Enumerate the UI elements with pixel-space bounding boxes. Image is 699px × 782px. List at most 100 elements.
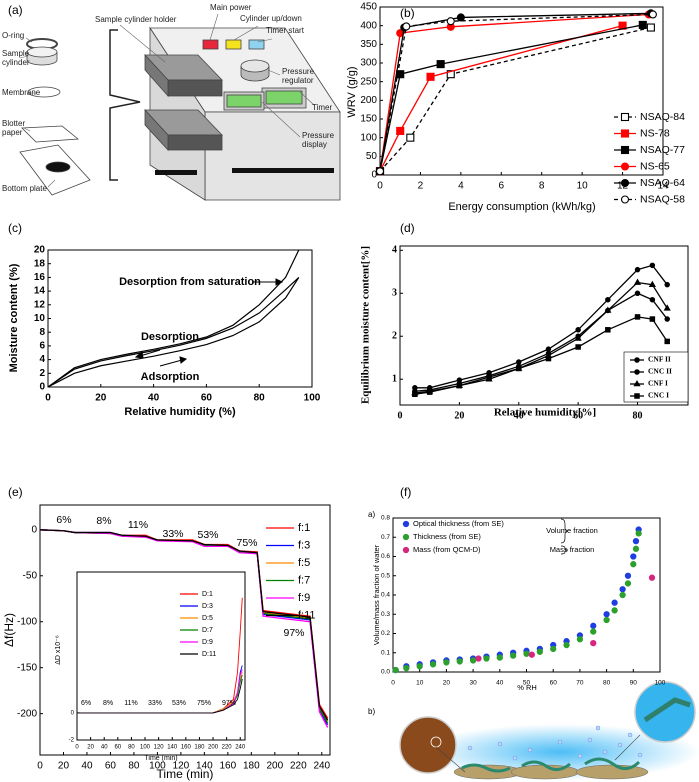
x-tick-label: 6: [499, 181, 505, 192]
x-tick-label: 0: [398, 410, 403, 421]
data-point: [574, 334, 582, 341]
annotation: 33%: [162, 528, 183, 540]
y-tick-label: 0.7: [381, 534, 390, 541]
legend-label: f:5: [298, 557, 310, 569]
data-point: [446, 17, 455, 26]
data-point: [402, 22, 411, 31]
legend-marker: [620, 178, 630, 188]
data-point: [456, 658, 463, 665]
legend-label: f:7: [298, 574, 310, 586]
legend-label: D:1: [202, 591, 213, 598]
annotation: Adsorption: [141, 371, 200, 383]
annotation: 75%: [197, 700, 211, 707]
x-axis-label: Relative humidity[%]: [494, 407, 596, 419]
diagram-label: Sample cylinder holder: [95, 15, 177, 24]
legend-marker: [402, 533, 410, 541]
data-point: [392, 666, 399, 674]
data-point: [634, 314, 641, 320]
data-point: [634, 290, 641, 297]
subpanel-label: a): [368, 510, 375, 519]
data-point: [648, 280, 656, 287]
legend-marker: [402, 546, 410, 554]
x-tick-label: 80: [128, 745, 135, 751]
diagram-label: Blotter: [2, 119, 25, 128]
x-tick-label: 0: [391, 680, 395, 687]
diagram-label: display: [302, 140, 327, 149]
y-tick-label: 4: [39, 354, 45, 365]
data-point: [510, 652, 517, 659]
x-tick-label: 14: [657, 181, 669, 192]
data-point: [605, 327, 611, 333]
x-tick-label: 80: [254, 393, 266, 404]
data-point: [403, 665, 410, 672]
y-axis-label: ΔD x10⁻⁶: [55, 635, 62, 665]
x-tick-label: 50: [523, 680, 531, 687]
y-tick-label: 1: [392, 374, 397, 385]
legend-label: CNC II: [648, 367, 672, 376]
data-point: [590, 622, 597, 629]
series-line: [379, 12, 651, 172]
data-point: [624, 572, 632, 579]
data-point: [426, 72, 435, 81]
diagram-label: regulator: [282, 76, 314, 85]
y-tick-label: 0.8: [381, 515, 390, 522]
x-tick-label: 40: [81, 761, 93, 772]
y-tick-label: 2: [392, 331, 397, 342]
annotation: 8%: [96, 515, 111, 527]
data-point: [516, 359, 522, 365]
legend-label: NSAQ-58: [640, 193, 685, 205]
series-line: [379, 13, 649, 172]
data-point: [635, 530, 642, 537]
data-point: [443, 659, 450, 666]
x-tick-label: 10: [577, 181, 589, 192]
annotation: 97%: [283, 627, 304, 639]
data-point: [483, 655, 490, 662]
data-point: [406, 133, 415, 142]
x-tick-label: 60: [550, 680, 558, 687]
legend-marker: [620, 162, 630, 171]
y-tick-label: 16: [34, 272, 46, 283]
data-point: [576, 636, 584, 643]
x-tick-label: 120: [154, 745, 165, 751]
x-tick-label: 60: [201, 393, 213, 404]
legend-label: f:3: [298, 539, 310, 551]
data-point: [590, 639, 597, 647]
legend-label: NS-65: [640, 160, 670, 172]
data-point: [590, 628, 597, 635]
legend-label: D:3: [202, 603, 213, 610]
data-point: [603, 611, 610, 618]
data-point: [611, 599, 618, 606]
data-point: [619, 586, 626, 593]
y-tick-label: 3: [392, 288, 397, 299]
x-tick-label: 180: [243, 761, 260, 772]
data-point: [550, 645, 557, 653]
y-tick-label: 50: [366, 151, 378, 162]
x-tick-label: 100: [655, 680, 666, 687]
x-tick-label: 20: [443, 680, 451, 687]
series-line: [47, 276, 300, 388]
y-axis-label: Δf(Hz): [2, 613, 16, 647]
plot-frame: [379, 6, 664, 176]
y-tick-label: 450: [360, 2, 377, 13]
data-point: [638, 20, 647, 29]
panel-label: (d): [400, 221, 415, 235]
data-point: [611, 607, 618, 614]
legend-marker: [620, 145, 630, 155]
x-tick-label: 8: [539, 181, 545, 192]
x-tick-label: 160: [220, 761, 237, 772]
x-axis-label: Relative humidity (%): [124, 406, 236, 418]
x-tick-label: 60: [114, 745, 121, 751]
x-tick-label: 60: [105, 761, 117, 772]
x-tick-label: 240: [313, 761, 330, 772]
data-point: [469, 657, 477, 664]
x-tick-label: 0: [45, 393, 51, 404]
legend-marker: [620, 112, 630, 122]
y-tick-label: 250: [360, 76, 377, 87]
panel-label: (b): [400, 6, 415, 20]
y-tick-label: 400: [360, 20, 377, 31]
annotation: Desorption: [141, 331, 199, 343]
legend-brackets: [560, 518, 569, 555]
y-tick-label: 8: [39, 327, 45, 338]
